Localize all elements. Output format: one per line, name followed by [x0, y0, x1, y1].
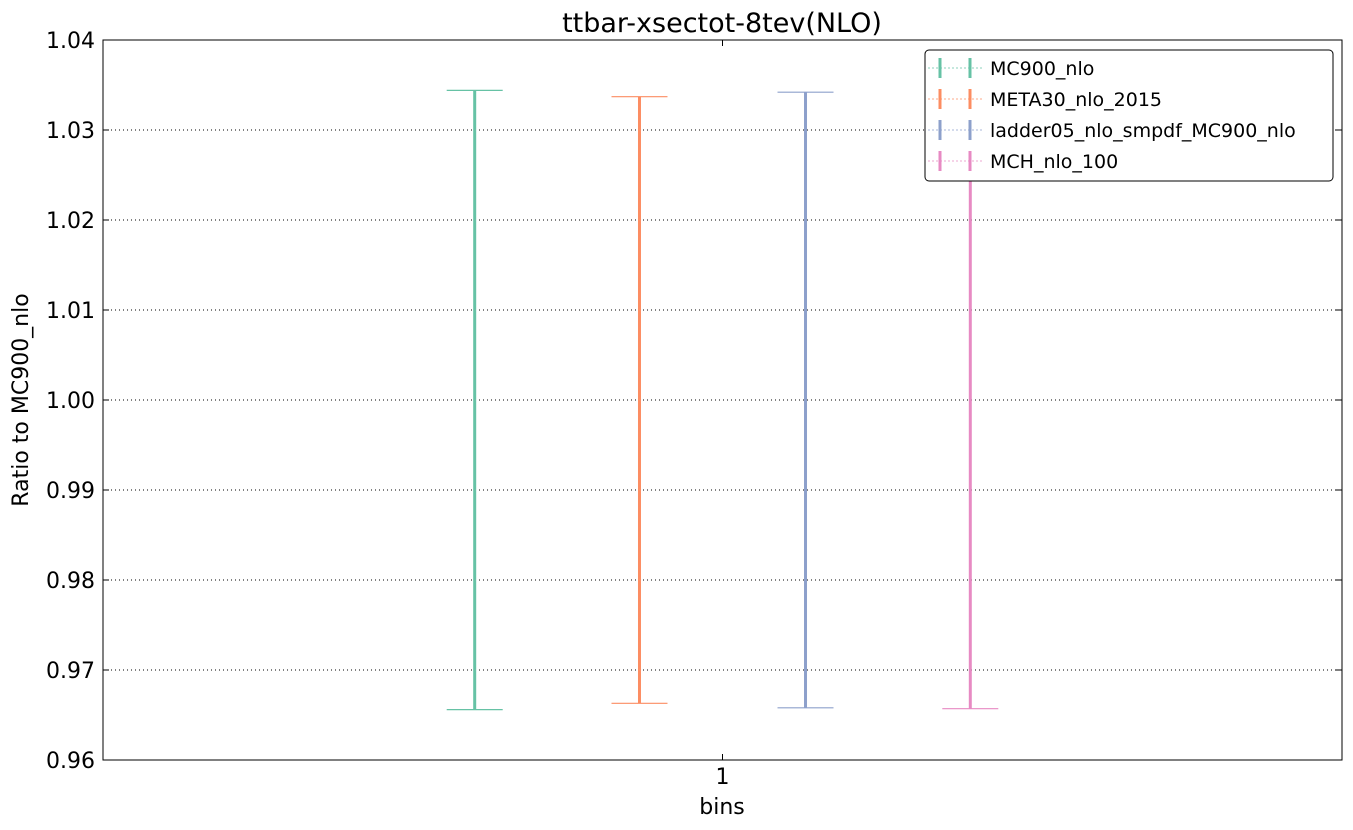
error-bar	[611, 96, 668, 704]
y-tick-label: 0.98	[46, 569, 95, 594]
y-tick-label: 1.00	[46, 389, 95, 414]
y-tick-label: 1.01	[46, 299, 95, 324]
error-bar	[777, 91, 834, 709]
plot-frame	[102, 39, 1343, 761]
chart-title: ttbar-xsectot-8tev(NLO)	[562, 8, 882, 39]
legend-label: MCH_nlo_100	[990, 151, 1118, 173]
y-tick-label: 0.99	[46, 479, 95, 504]
y-tick-label: 1.02	[46, 209, 95, 234]
y-axis-label: Ratio to MC900_nlo	[9, 293, 34, 506]
x-tick-label: 1	[716, 765, 730, 790]
legend-label: MC900_nlo	[990, 58, 1094, 80]
y-tick-label: 0.97	[46, 659, 95, 684]
x-axis-label: bins	[699, 795, 744, 820]
error-bar	[446, 89, 503, 711]
legend-box	[924, 49, 1334, 182]
legend: MC900_nlo META30_nlo_2015 ladder05_nlo_smp…	[924, 49, 1334, 182]
y-tick-label: 1.03	[46, 119, 95, 144]
legend-label: ladder05_nlo_smpdf_MC900_nlo	[990, 120, 1296, 142]
y-tick-label: 1.04	[46, 29, 95, 54]
error-bar	[942, 90, 999, 710]
y-tick-label: 0.96	[46, 749, 95, 774]
legend-label: META30_nlo_2015	[990, 89, 1162, 111]
